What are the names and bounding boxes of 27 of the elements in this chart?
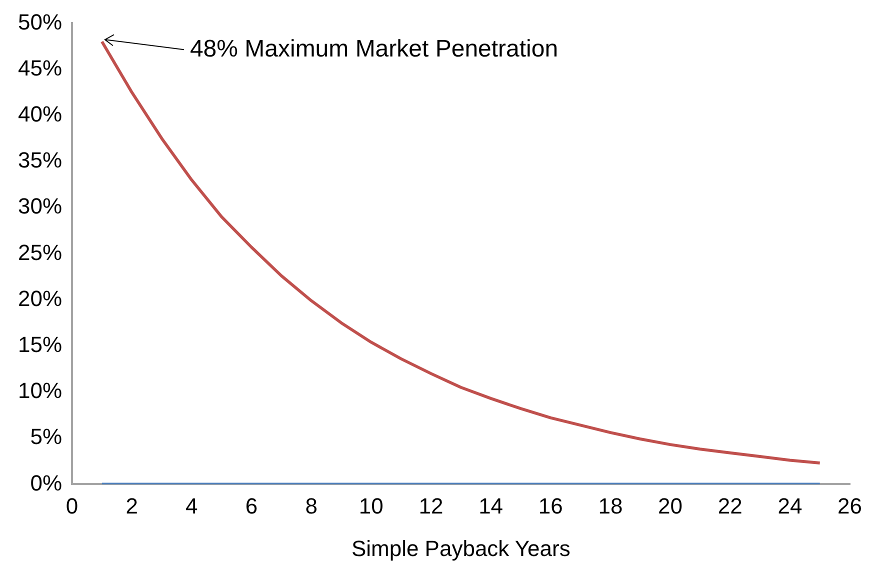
x-tick-label: 14 bbox=[478, 493, 504, 518]
x-tick-label: 2 bbox=[126, 493, 138, 518]
y-tick-label: 15% bbox=[18, 332, 62, 357]
y-tick-label: 5% bbox=[30, 424, 62, 450]
x-tick-label: 24 bbox=[778, 493, 802, 518]
x-tick-label: 12 bbox=[418, 493, 444, 518]
y-tick-label: 45% bbox=[18, 55, 62, 80]
y-tick-label: 35% bbox=[18, 148, 62, 173]
x-tick-label: 6 bbox=[245, 493, 258, 518]
x-tick-label: 8 bbox=[305, 493, 318, 518]
y-tick-label: 30% bbox=[18, 194, 62, 219]
y-tick-label: 50% bbox=[18, 9, 62, 34]
x-tick-label: 22 bbox=[718, 493, 742, 518]
x-tick-label: 18 bbox=[598, 493, 623, 518]
x-tick-label: 20 bbox=[658, 493, 683, 518]
x-tick-label: 26 bbox=[838, 493, 862, 518]
x-tick-label: 4 bbox=[186, 493, 198, 518]
y-tick-label: 10% bbox=[18, 378, 62, 404]
x-tick-label: 16 bbox=[538, 493, 563, 518]
y-tick-label: 25% bbox=[18, 240, 62, 265]
x-tick-label: 0 bbox=[66, 493, 78, 518]
x-tick-label: 10 bbox=[358, 493, 384, 518]
y-tick-label: 40% bbox=[18, 101, 62, 126]
y-tick-label: 20% bbox=[18, 286, 62, 311]
y-tick-label: 0% bbox=[30, 470, 62, 496]
annotation: 48% Maximum Market Penetration bbox=[190, 35, 558, 62]
x-axis-title: Simple Payback Years bbox=[351, 536, 570, 561]
